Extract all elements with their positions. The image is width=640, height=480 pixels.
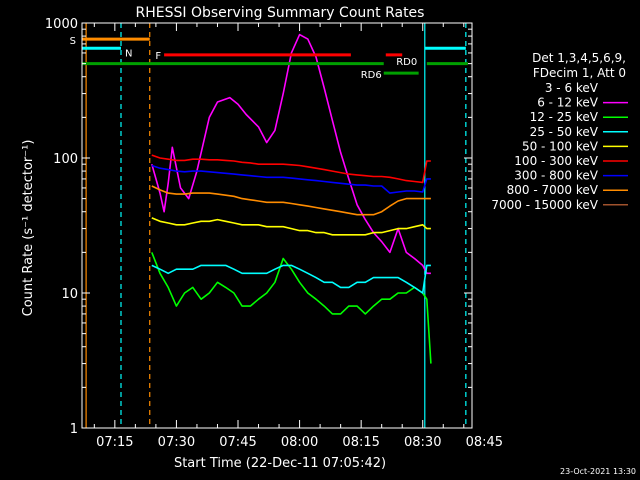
series-line — [151, 164, 431, 194]
legend-label: 300 - 800 keV — [514, 169, 598, 183]
legend: Det 1,3,4,5,6,9, FDecim 1, Att 0 3 - 6 k… — [491, 51, 628, 212]
series-line — [151, 185, 431, 216]
x-tick-label: 08:30 — [404, 435, 441, 450]
x-tick-label: 07:45 — [219, 435, 256, 450]
x-tick-label: 08:45 — [466, 435, 503, 450]
chart-title: RHESSI Observing Summary Count Rates — [136, 5, 425, 21]
y-tick-label: 1000 — [45, 17, 78, 32]
x-tick-label: 08:00 — [281, 435, 318, 450]
legend-label: 12 - 25 keV — [530, 110, 599, 124]
x-tick-label: 07:30 — [158, 435, 195, 450]
interval-label: RD0 — [396, 57, 417, 68]
legend-label: 800 - 7000 keV — [507, 183, 599, 197]
series-line — [151, 252, 432, 364]
footer-timestamp: 23-Oct-2021 13:30 — [560, 467, 636, 476]
x-axis-label: Start Time (22-Dec-11 07:05:42) — [174, 456, 386, 471]
legend-label: 3 - 6 keV — [545, 81, 599, 95]
series-line — [151, 154, 431, 184]
interval-label: N — [125, 48, 132, 59]
x-tick-label: 08:15 — [342, 435, 379, 450]
legend-title-line-1: Det 1,3,4,5,6,9, — [532, 51, 626, 65]
y-tick-label: 10 — [61, 287, 78, 302]
x-tick-label: 07:15 — [96, 435, 133, 450]
y-axis-label: Count Rate (s⁻¹ detector⁻¹) — [21, 140, 36, 317]
legend-title-line-2: FDecim 1, Att 0 — [533, 66, 626, 80]
legend-label: 25 - 50 keV — [530, 125, 599, 139]
interval-label: F — [155, 51, 161, 62]
legend-label: 100 - 300 keV — [514, 154, 598, 168]
interval-label: RD6 — [361, 70, 382, 81]
series-line — [151, 264, 431, 294]
interval-label: S — [70, 36, 76, 47]
series-line — [151, 56, 432, 284]
plot-frame — [81, 22, 473, 429]
series-line — [151, 33, 431, 275]
plot-area: S N F RD0 RD6 07:15 07:30 07:45 08:00 08:15 08:30… — [45, 17, 503, 450]
legend-label: 7000 - 15000 keV — [491, 198, 598, 212]
legend-label: 6 - 12 keV — [537, 96, 599, 110]
legend-label: 50 - 100 keV — [522, 139, 599, 153]
y-tick-label: 1 — [70, 422, 78, 437]
y-tick-label: 100 — [53, 152, 78, 167]
series-line — [151, 217, 431, 236]
